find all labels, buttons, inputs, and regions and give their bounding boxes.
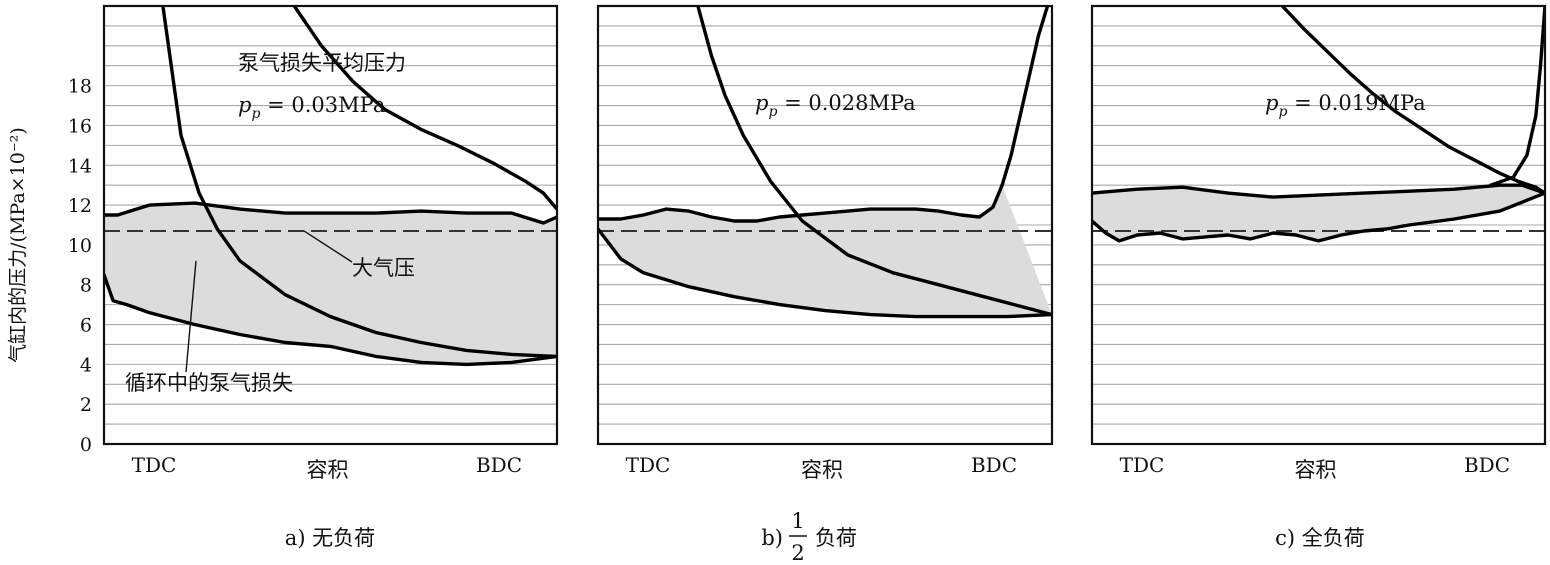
x-axis-label: 容积	[307, 458, 349, 482]
svg-text:负荷: 负荷	[815, 526, 857, 550]
plot-frame	[1090, 4, 1547, 446]
y-axis-label: 气缸内的压力/(MPa×10⁻²)	[7, 127, 29, 363]
y-tick-label: 6	[80, 315, 92, 337]
y-tick-label: 18	[68, 76, 92, 98]
y-tick-label: 12	[68, 195, 92, 217]
y-tick-label: 8	[80, 275, 92, 297]
loop-leader	[185, 260, 197, 373]
plot-frame	[596, 4, 1054, 446]
series-line-1	[598, 183, 1004, 223]
chart-panels: TDC BDC 容积 TDC BDC 容积 TDC BDC 容积	[102, 4, 1547, 482]
x-tick-label: BDC	[971, 453, 1017, 477]
series-line-3	[161, 6, 557, 359]
x-tick-label: TDC	[626, 453, 671, 477]
x-tick-label: BDC	[1464, 453, 1510, 477]
atmosphere-leader	[303, 230, 353, 263]
caption-b: b) 1 2 负荷	[761, 509, 857, 565]
pumping-mep-value-a: pp = 0.03MPa	[238, 93, 385, 122]
pumping-loss-area	[1092, 185, 1545, 241]
y-tick-label: 10	[68, 235, 92, 257]
x-axis-label: 容积	[1295, 458, 1337, 482]
y-tick-label: 0	[80, 434, 92, 456]
y-tick-label: 2	[80, 394, 92, 416]
series-line-2	[1000, 6, 1050, 187]
svg-text:2: 2	[791, 541, 804, 565]
pumping-mep-label: 泵气损失平均压力	[238, 51, 406, 75]
x-tick-label: TDC	[1120, 453, 1165, 477]
caption-a: a) 无负荷	[285, 526, 375, 550]
atmosphere-label: 大气压	[352, 256, 415, 280]
panel-b: TDC BDC 容积	[596, 4, 1054, 482]
loop-label: 循环中的泵气损失	[125, 371, 293, 395]
plot-frame	[102, 4, 559, 446]
series-line-4	[292, 6, 557, 211]
pumping-mep-value-b: pp = 0.028MPa	[755, 91, 916, 120]
caption-c: c) 全负荷	[1275, 526, 1365, 550]
series-line-2	[1092, 191, 1545, 243]
pumping-mep-value-c: pp = 0.019MPa	[1265, 91, 1426, 120]
panel-c: TDC BDC 容积	[1090, 4, 1547, 482]
pumping-loss-area	[104, 203, 557, 365]
series-lines	[598, 6, 1052, 319]
svg-text:b): b)	[761, 526, 783, 550]
series-line-1	[1092, 183, 1545, 199]
series-lines	[104, 6, 557, 367]
series-line-3	[1280, 6, 1545, 195]
series-line-4	[696, 6, 1052, 317]
panel-a: TDC BDC 容积	[102, 4, 559, 482]
series-line-4	[1488, 6, 1545, 187]
y-tick-labels: 0 2 4 6 8 10 12 14 16 18	[68, 76, 92, 456]
x-tick-label: TDC	[132, 453, 177, 477]
gridlines	[1092, 25, 1545, 425]
y-tick-label: 4	[80, 354, 92, 376]
series-line-3	[598, 227, 1052, 319]
x-axis-label: 容积	[801, 458, 843, 482]
svg-text:1: 1	[791, 509, 804, 533]
y-tick-label: 16	[68, 115, 92, 137]
series-lines	[1092, 6, 1545, 243]
series-line-1	[104, 201, 557, 225]
series-line-2	[104, 273, 557, 367]
x-tick-label: BDC	[476, 453, 522, 477]
y-tick-label: 14	[68, 155, 92, 177]
